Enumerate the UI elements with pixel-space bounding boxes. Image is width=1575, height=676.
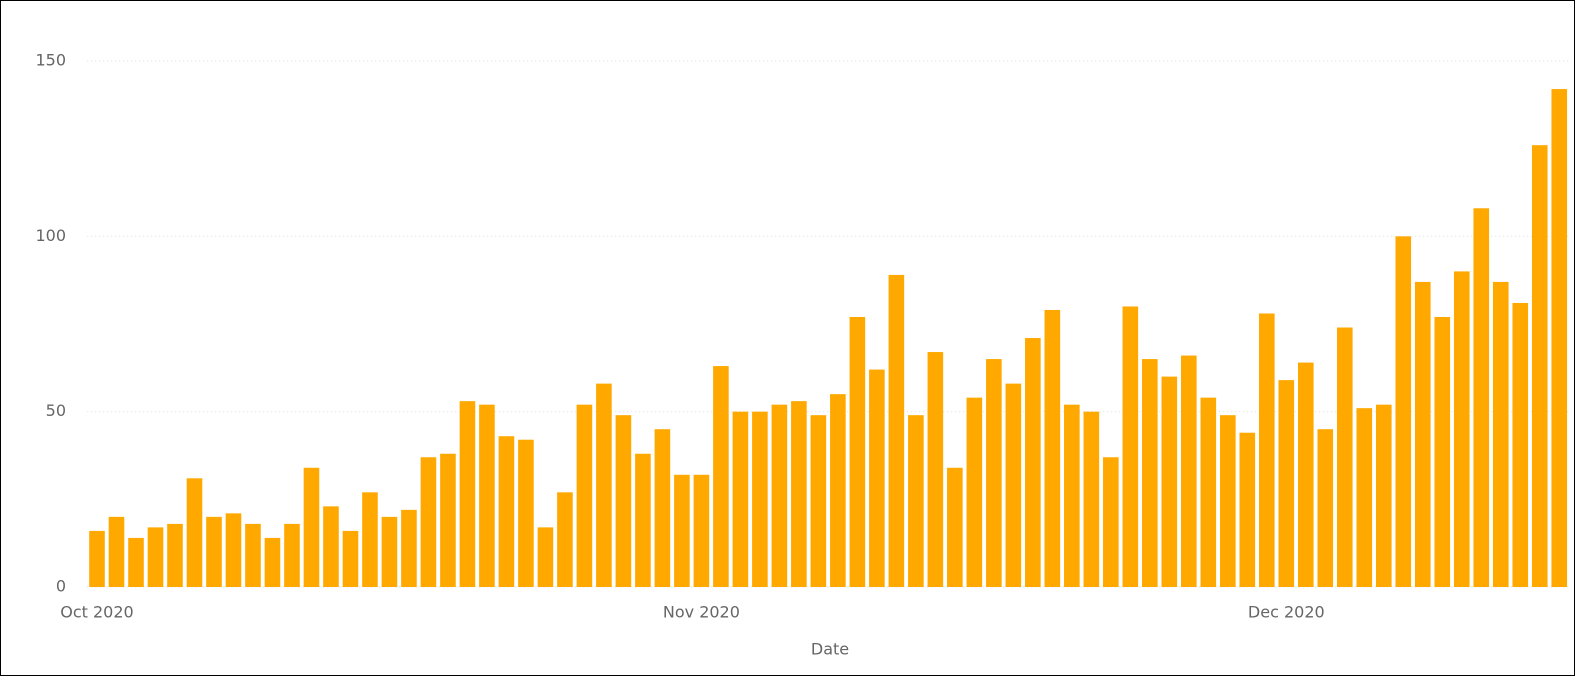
bar xyxy=(654,429,671,587)
bar xyxy=(1220,415,1236,587)
bar xyxy=(342,530,359,587)
bar xyxy=(1375,404,1392,587)
bar xyxy=(1414,281,1431,587)
bar xyxy=(264,537,281,587)
bar xyxy=(1161,376,1178,587)
bar xyxy=(1044,309,1061,587)
bar xyxy=(537,527,554,587)
bar xyxy=(381,516,398,587)
bar xyxy=(147,527,164,587)
bar xyxy=(1336,327,1353,587)
bar xyxy=(947,467,963,587)
bar xyxy=(1395,236,1412,588)
bar xyxy=(693,474,710,587)
bar xyxy=(596,383,612,587)
bar xyxy=(1531,145,1548,587)
bar xyxy=(284,523,300,587)
y-tick-label: 150 xyxy=(35,51,66,70)
bar xyxy=(1297,362,1314,587)
bar xyxy=(615,415,632,587)
bar xyxy=(303,467,320,587)
bar xyxy=(498,436,515,587)
bar xyxy=(1239,432,1256,587)
bar xyxy=(1551,89,1568,587)
bar xyxy=(108,516,125,587)
bar xyxy=(1200,397,1217,587)
bar xyxy=(557,492,573,587)
bar xyxy=(128,537,144,587)
bar xyxy=(1473,208,1490,587)
bar xyxy=(810,415,827,587)
bar xyxy=(752,411,768,587)
bar xyxy=(323,506,339,587)
bar xyxy=(1064,404,1080,587)
bar xyxy=(1142,359,1158,587)
bar xyxy=(1005,383,1022,587)
bar xyxy=(771,404,788,587)
x-tick-label: Dec 2020 xyxy=(1248,603,1325,622)
bar xyxy=(732,411,749,587)
bar xyxy=(888,274,905,587)
bar xyxy=(1356,408,1373,587)
bar xyxy=(225,513,242,587)
bar xyxy=(1122,306,1139,587)
bar xyxy=(206,516,222,587)
bar xyxy=(1453,271,1470,587)
bar xyxy=(869,369,885,587)
y-tick-label: 50 xyxy=(46,401,66,420)
bar xyxy=(186,478,203,587)
bar xyxy=(674,474,690,587)
bar xyxy=(1025,338,1041,587)
bar xyxy=(1492,281,1509,587)
bar xyxy=(1083,411,1100,587)
bar xyxy=(440,453,456,587)
bar xyxy=(167,523,183,587)
bar xyxy=(830,394,846,587)
bar xyxy=(401,509,417,587)
bar xyxy=(362,492,378,587)
bar xyxy=(420,457,437,587)
bar xyxy=(89,530,105,587)
bar xyxy=(245,523,261,587)
x-tick-label: Oct 2020 xyxy=(60,603,133,622)
bar xyxy=(1512,302,1529,587)
bar xyxy=(927,352,944,587)
bar xyxy=(791,401,807,587)
x-axis-title: Date xyxy=(811,640,849,659)
bar xyxy=(1434,316,1451,587)
bar xyxy=(908,415,924,587)
bar xyxy=(986,359,1002,587)
bar xyxy=(1317,429,1334,587)
bar xyxy=(1259,313,1275,587)
bar xyxy=(1103,457,1119,587)
bar xyxy=(849,316,866,587)
bar xyxy=(459,401,476,587)
y-tick-label: 0 xyxy=(56,577,66,596)
bar xyxy=(518,439,534,587)
bar xyxy=(966,397,983,587)
bar xyxy=(479,404,495,587)
y-tick-label: 100 xyxy=(35,226,66,245)
bar xyxy=(635,453,651,587)
bar xyxy=(1181,355,1197,587)
bar xyxy=(1278,380,1295,587)
bar xyxy=(576,404,593,587)
x-tick-label: Nov 2020 xyxy=(663,603,740,622)
bar xyxy=(713,366,729,587)
